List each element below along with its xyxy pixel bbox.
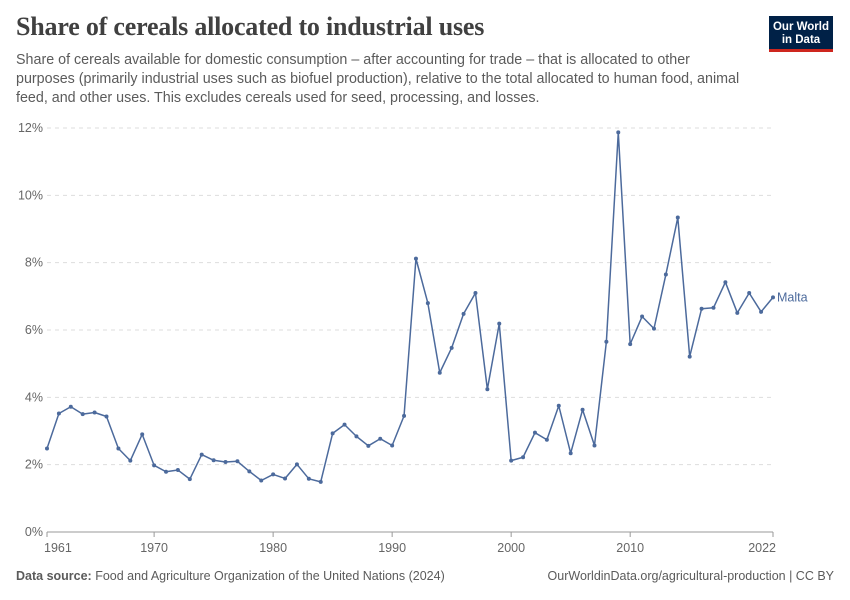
chart-subtitle: Share of cereals available for domestic … xyxy=(16,52,740,106)
data-point[interactable] xyxy=(663,272,668,277)
series-malta: Malta xyxy=(45,130,808,484)
data-point[interactable] xyxy=(366,443,371,448)
data-source-text[interactable]: Food and Agriculture Organization of the… xyxy=(95,569,445,583)
data-point[interactable] xyxy=(675,215,680,220)
data-point[interactable] xyxy=(509,458,514,463)
data-point[interactable] xyxy=(152,463,157,468)
x-tick-label: 1990 xyxy=(378,541,406,555)
y-tick-label: 6% xyxy=(25,323,43,337)
data-point[interactable] xyxy=(449,345,454,350)
x-tick-label: 2010 xyxy=(616,541,644,555)
data-point[interactable] xyxy=(283,476,288,481)
y-tick-label: 12% xyxy=(18,121,43,135)
grid-lines xyxy=(47,127,773,466)
owid-logo[interactable]: Our World in Data xyxy=(769,16,833,52)
data-point[interactable] xyxy=(199,452,204,457)
y-tick-label: 10% xyxy=(18,188,43,202)
data-point[interactable] xyxy=(711,305,716,310)
data-point[interactable] xyxy=(616,130,621,135)
source-url[interactable]: OurWorldinData.org/agricultural-producti… xyxy=(547,569,834,583)
data-point[interactable] xyxy=(92,410,97,415)
data-source-label: Data source: xyxy=(16,569,92,583)
data-point[interactable] xyxy=(223,459,228,464)
data-source: Data source: Food and Agriculture Organi… xyxy=(16,569,445,583)
x-tick-label: 2022 xyxy=(748,541,776,555)
data-point[interactable] xyxy=(140,432,145,437)
data-point[interactable] xyxy=(211,458,216,463)
data-point[interactable] xyxy=(497,321,502,326)
data-point[interactable] xyxy=(235,459,240,464)
data-point[interactable] xyxy=(306,476,311,481)
data-point[interactable] xyxy=(247,469,252,474)
data-point[interactable] xyxy=(187,477,192,482)
y-tick-label: 0% xyxy=(25,525,43,539)
data-point[interactable] xyxy=(164,469,169,474)
data-point[interactable] xyxy=(473,290,478,295)
data-point[interactable] xyxy=(175,468,180,473)
data-point[interactable] xyxy=(604,339,609,344)
x-tick-label: 1961 xyxy=(44,541,72,555)
data-point[interactable] xyxy=(116,446,121,451)
data-point[interactable] xyxy=(294,462,299,467)
y-tick-label: 8% xyxy=(25,256,43,270)
series-line[interactable] xyxy=(46,131,774,483)
data-point[interactable] xyxy=(402,413,407,418)
data-point[interactable] xyxy=(68,404,73,409)
data-point[interactable] xyxy=(580,407,585,412)
data-point[interactable] xyxy=(330,431,335,436)
data-point[interactable] xyxy=(413,256,418,261)
data-point[interactable] xyxy=(342,422,347,427)
data-point[interactable] xyxy=(687,354,692,359)
x-tick-label: 1980 xyxy=(259,541,287,555)
data-point[interactable] xyxy=(485,387,490,392)
data-point[interactable] xyxy=(592,443,597,448)
x-axis: 1961 1970 1980 1990 2000 2010 2022 xyxy=(44,531,776,555)
y-tick-label: 2% xyxy=(25,458,43,472)
series-label-malta[interactable]: Malta xyxy=(777,290,808,304)
logo-line-1: Our World xyxy=(772,21,829,33)
data-point[interactable] xyxy=(735,310,740,315)
data-point[interactable] xyxy=(390,443,395,448)
data-point[interactable] xyxy=(425,301,430,306)
data-point[interactable] xyxy=(723,280,728,285)
data-point[interactable] xyxy=(104,414,109,419)
data-point[interactable] xyxy=(271,472,276,477)
data-point[interactable] xyxy=(56,411,61,416)
data-point[interactable] xyxy=(759,309,764,314)
data-point[interactable] xyxy=(259,478,264,483)
data-point[interactable] xyxy=(378,436,383,441)
data-point[interactable] xyxy=(532,430,537,435)
data-point[interactable] xyxy=(556,403,561,408)
data-point[interactable] xyxy=(80,412,85,417)
data-point[interactable] xyxy=(747,290,752,295)
x-tick-label: 2000 xyxy=(497,541,525,555)
data-point[interactable] xyxy=(45,446,49,451)
data-point[interactable] xyxy=(318,479,323,484)
data-point[interactable] xyxy=(544,437,549,442)
data-point[interactable] xyxy=(640,314,645,319)
data-point[interactable] xyxy=(437,370,442,375)
data-point[interactable] xyxy=(628,342,633,347)
data-point[interactable] xyxy=(568,451,573,456)
logo-line-2: in Data xyxy=(781,34,821,46)
data-point[interactable] xyxy=(461,311,466,316)
y-tick-label: 4% xyxy=(25,390,43,404)
y-axis-ticks: 0% 2% 4% 6% 8% 10% 12% xyxy=(18,121,43,539)
data-point[interactable] xyxy=(128,458,133,463)
chart-title: Share of cereals allocated to industrial… xyxy=(16,12,485,41)
data-point[interactable] xyxy=(699,306,704,311)
x-tick-label: 1970 xyxy=(140,541,168,555)
data-point[interactable] xyxy=(521,455,526,460)
data-point[interactable] xyxy=(771,295,775,300)
data-point[interactable] xyxy=(651,326,656,331)
data-point[interactable] xyxy=(354,434,359,439)
